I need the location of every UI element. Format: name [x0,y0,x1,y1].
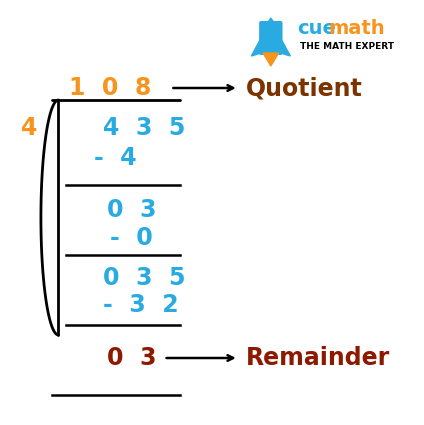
Text: cue: cue [297,19,336,37]
Polygon shape [281,38,290,56]
Text: math: math [328,19,385,37]
Text: 4: 4 [21,116,37,140]
Text: 1  0  8: 1 0 8 [69,76,151,100]
Text: -  0: - 0 [110,226,153,250]
Text: Remainder: Remainder [245,346,390,370]
Text: 0  3: 0 3 [107,346,156,370]
FancyBboxPatch shape [259,21,282,55]
Text: -  3  2: - 3 2 [103,293,179,317]
Text: 0  3  5: 0 3 5 [103,266,185,290]
Text: -  4: - 4 [94,146,136,170]
Text: Quotient: Quotient [245,76,362,100]
Polygon shape [251,38,261,56]
Text: 0  3: 0 3 [107,198,156,222]
Polygon shape [261,18,281,33]
Text: THE MATH EXPERT: THE MATH EXPERT [300,42,394,51]
Text: 4  3  5: 4 3 5 [103,116,185,140]
Polygon shape [263,53,279,66]
